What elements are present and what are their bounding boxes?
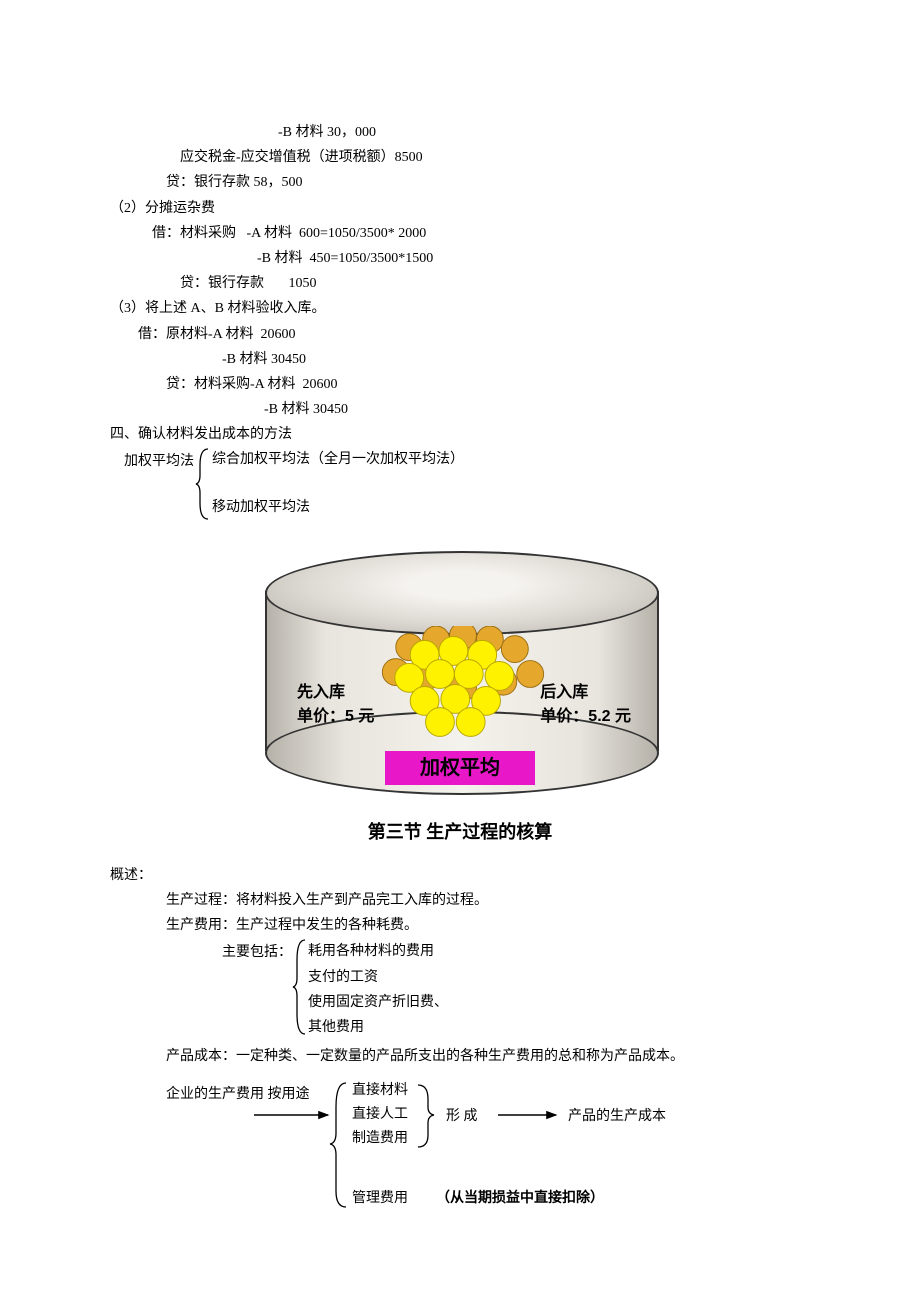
brace-left-label: 加权平均法: [124, 447, 194, 474]
journal-line: 借：材料采购 -A 材料 600=1050/3500* 2000: [152, 221, 810, 246]
includes-item: 其他费用: [308, 1015, 448, 1040]
includes-item: 耗用各种材料的费用: [308, 939, 448, 964]
cost-flow-diagram: 企业的生产费用 按用途 直接材料 直接人工 制造费用 形 成 产品的生产成本 管…: [166, 1079, 810, 1219]
journal-line: 贷：材料采购-A 材料 20600: [166, 372, 810, 397]
flow-item: 直接人工: [352, 1103, 408, 1127]
journal-line: -B 材料 30450: [264, 397, 810, 422]
flow-left-label: 企业的生产费用 按用途: [166, 1083, 310, 1107]
journal-subhead: （3）将上述 A、B 材料验收入库。: [110, 296, 810, 321]
flow-mid-label: 形 成: [446, 1105, 478, 1129]
section-heading: 四、确认材料发出成本的方法: [110, 422, 810, 447]
journal-line: 贷：银行存款 1050: [180, 271, 810, 296]
section-title: 第三节 生产过程的核算: [110, 816, 810, 848]
journal-line: -B 材料 30450: [222, 347, 810, 372]
cylinder-left-label: 先入库 单价：5 元: [297, 681, 374, 729]
flow-right-label: 产品的生产成本: [568, 1105, 666, 1129]
includes-list: 耗用各种材料的费用 支付的工资 使用固定资产折旧费、 其他费用: [308, 938, 448, 1040]
journal-line: 贷：银行存款 58，500: [166, 170, 810, 195]
cylinder-right-label: 后入库 单价：5.2 元: [540, 681, 631, 729]
includes-item: 支付的工资: [308, 965, 448, 990]
overview-label: 概述：: [110, 863, 810, 888]
left-brace-icon: [292, 938, 308, 1036]
brace-option: 综合加权平均法（全月一次加权平均法）: [212, 447, 464, 472]
journal-line: 应交税金-应交增值税（进项税额）8500: [180, 145, 810, 170]
weighted-average-diagram: 先入库 单价：5 元 后入库 单价：5.2 元 加权平均: [110, 551, 810, 796]
brace-option: 移动加权平均法: [212, 495, 464, 520]
journal-subhead: （2）分摊运杂费: [110, 196, 810, 221]
overview-line: 生产费用：生产过程中发生的各种耗费。: [166, 913, 810, 938]
left-brace-icon: [194, 447, 212, 521]
cylinder-banner: 加权平均: [385, 751, 535, 785]
cost-includes-group: 主要包括： 耗用各种材料的费用 支付的工资 使用固定资产折旧费、 其他费用: [222, 938, 810, 1040]
flow-item: 制造费用: [352, 1127, 408, 1151]
includes-item: 使用固定资产折旧费、: [308, 990, 448, 1015]
balls-icon: [363, 626, 563, 746]
document-page: -B 材料 30，000 应交税金-应交增值税（进项税额）8500 贷：银行存款…: [0, 0, 920, 1279]
journal-line: 借：原材料-A 材料 20600: [138, 322, 810, 347]
brace-options: 综合加权平均法（全月一次加权平均法） 移动加权平均法: [212, 447, 464, 519]
includes-label: 主要包括：: [222, 938, 292, 965]
overview-line: 生产过程：将材料投入生产到产品完工入库的过程。: [166, 888, 810, 913]
flow-item: 直接材料: [352, 1079, 408, 1103]
brace-group: 加权平均法 综合加权平均法（全月一次加权平均法） 移动加权平均法: [124, 447, 810, 521]
flow-item: 管理费用: [352, 1187, 408, 1211]
flow-note: （从当期损益中直接扣除）: [436, 1187, 604, 1211]
overview-line: 产品成本：一定种类、一定数量的产品所支出的各种生产费用的总和称为产品成本。: [166, 1044, 810, 1069]
journal-line: -B 材料 450=1050/3500*1500: [257, 246, 810, 271]
journal-line: -B 材料 30，000: [278, 120, 810, 145]
